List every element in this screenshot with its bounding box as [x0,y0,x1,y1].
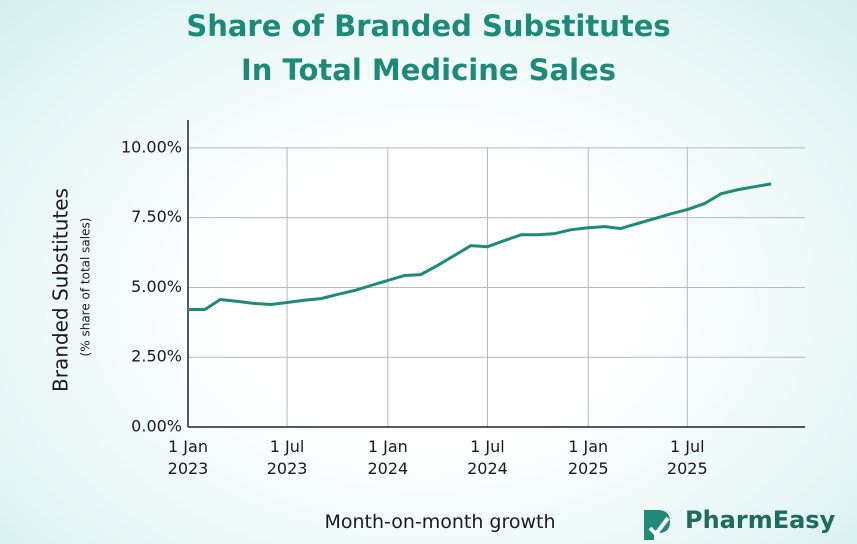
title-box: Share of Branded Substitutes In Total Me… [0,4,857,92]
x-tick-label: 1 Jul 2024 [467,437,508,478]
x-tick-label: 1 Jul 2025 [666,437,708,478]
chart-title: Share of Branded Substitutes In Total Me… [186,9,671,87]
y-tick-label: 10.00% [121,137,182,156]
brand-logo [644,510,670,540]
data-line [188,182,772,311]
x-tick-label: 1 Jul 2023 [266,437,308,478]
y-tick-label: 7.50% [131,207,182,226]
y-axis-sublabel: (% share of total sales) [79,218,93,357]
x-tick-label: 1 Jan 2025 [567,437,609,478]
y-tick-label: 5.00% [131,277,182,296]
y-tick-label: 0.00% [131,417,182,436]
x-axis-label: Month-on-month growth [324,511,556,533]
y-tick-label: 2.50% [131,347,182,366]
brand-name: PharmEasy [685,506,836,534]
x-tick-label: 1 Jan 2023 [167,437,209,478]
y-axis-label: Branded Substitutes [49,188,73,392]
x-tick-label: 1 Jan 2024 [367,437,409,478]
